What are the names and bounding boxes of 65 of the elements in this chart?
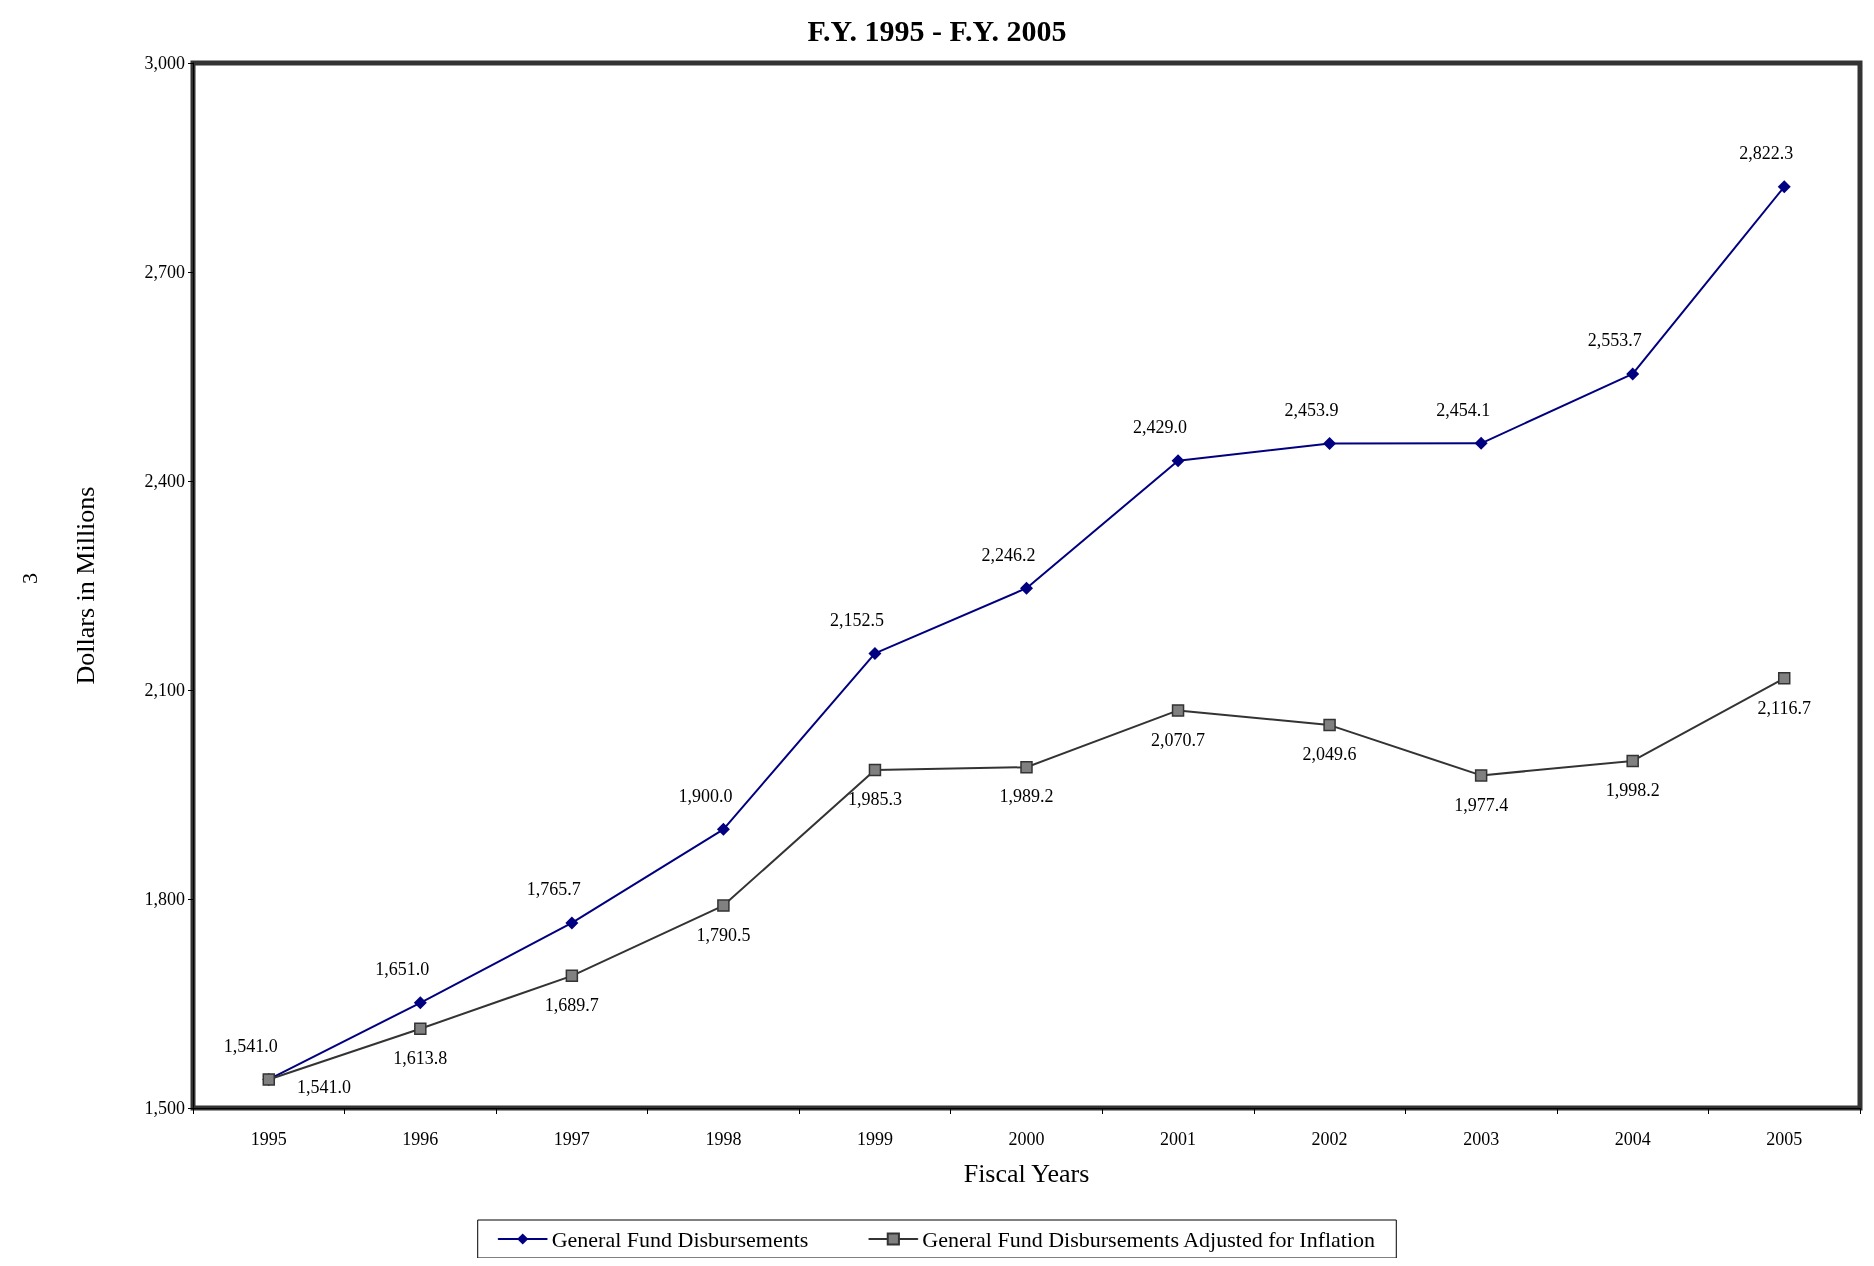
legend-label: General Fund Disbursements Adjusted for Inflation: [922, 1226, 1376, 1252]
data-label: 2,049.6: [1302, 744, 1357, 765]
data-label: 1,765.7: [526, 879, 581, 900]
data-label: 2,152.5: [829, 609, 884, 630]
x-tick-label: 2002: [1311, 1129, 1348, 1149]
point: [1020, 760, 1033, 774]
data-label: 1,977.4: [1454, 794, 1509, 815]
data-label: 1,651.0: [375, 959, 430, 980]
point: [1020, 581, 1033, 595]
text: 3: [16, 573, 42, 584]
point: [1626, 367, 1640, 381]
data-label: 1,689.7: [544, 995, 599, 1016]
data-label: 1,900.0: [678, 785, 733, 806]
point: [1474, 769, 1488, 782]
point: [1777, 180, 1791, 194]
data-label: 1,613.8: [393, 1047, 448, 1068]
point: [868, 646, 882, 660]
data-label: 2,246.2: [981, 544, 1036, 565]
data-label: 2,454.1: [1436, 399, 1491, 420]
point: [1777, 672, 1791, 685]
data-label: 1,998.2: [1605, 780, 1660, 801]
chart-title: F.Y. 1995 - F.Y. 2005: [807, 13, 1067, 47]
x-axis-title: Fiscal Years: [963, 1158, 1090, 1188]
y-tick-label: 2,100: [144, 680, 185, 700]
legend-label: General Fund Disbursements: [551, 1226, 809, 1252]
point: [414, 1022, 427, 1035]
data-label: 1,790.5: [696, 924, 751, 945]
point: [1171, 454, 1185, 468]
point: [1626, 754, 1639, 768]
data-label: 2,070.7: [1151, 729, 1206, 750]
data-label: 1,541.0: [223, 1035, 278, 1056]
point: [868, 763, 882, 777]
x-tick-label: 1999: [856, 1129, 893, 1149]
x-tick-label: 2001: [1160, 1129, 1197, 1149]
data-label: 2,453.9: [1284, 399, 1339, 420]
x-tick-label: 1998: [705, 1129, 742, 1149]
point: [1323, 718, 1336, 732]
y-tick-label: 2,400: [144, 471, 185, 491]
y-tick-label: 1,500: [144, 1098, 185, 1118]
point: [413, 996, 427, 1010]
data-label: 2,553.7: [1587, 330, 1642, 351]
y-axis-title: Dollars in Millions: [70, 486, 100, 685]
data-label: 1,985.3: [847, 789, 902, 810]
point: [565, 969, 579, 983]
x-tick-label: 2003: [1463, 1129, 1500, 1149]
data-label: 2,822.3: [1739, 143, 1794, 164]
point: [1323, 436, 1337, 450]
x-tick-label: 1997: [553, 1129, 590, 1149]
y-tick-label: 1,800: [144, 889, 185, 909]
data-label: 2,429.0: [1133, 417, 1188, 438]
y-tick-label: 3,000: [144, 53, 185, 73]
point: [1474, 436, 1488, 450]
point: [565, 916, 579, 930]
x-tick-label: 1995: [250, 1129, 287, 1149]
data-label: 1,989.2: [999, 786, 1054, 807]
point: [717, 899, 730, 912]
x-tick-label: 2005: [1766, 1129, 1803, 1149]
x-tick-label: 1996: [402, 1129, 439, 1149]
point: [1171, 704, 1185, 717]
x-tick-label: 2000: [1008, 1129, 1045, 1149]
x-tick-label: 2004: [1614, 1129, 1651, 1149]
data-label: 2,116.7: [1757, 697, 1811, 718]
y-tick-label: 2,700: [144, 262, 185, 282]
data-label: 1,541.0: [297, 1077, 352, 1098]
point: [716, 822, 730, 836]
